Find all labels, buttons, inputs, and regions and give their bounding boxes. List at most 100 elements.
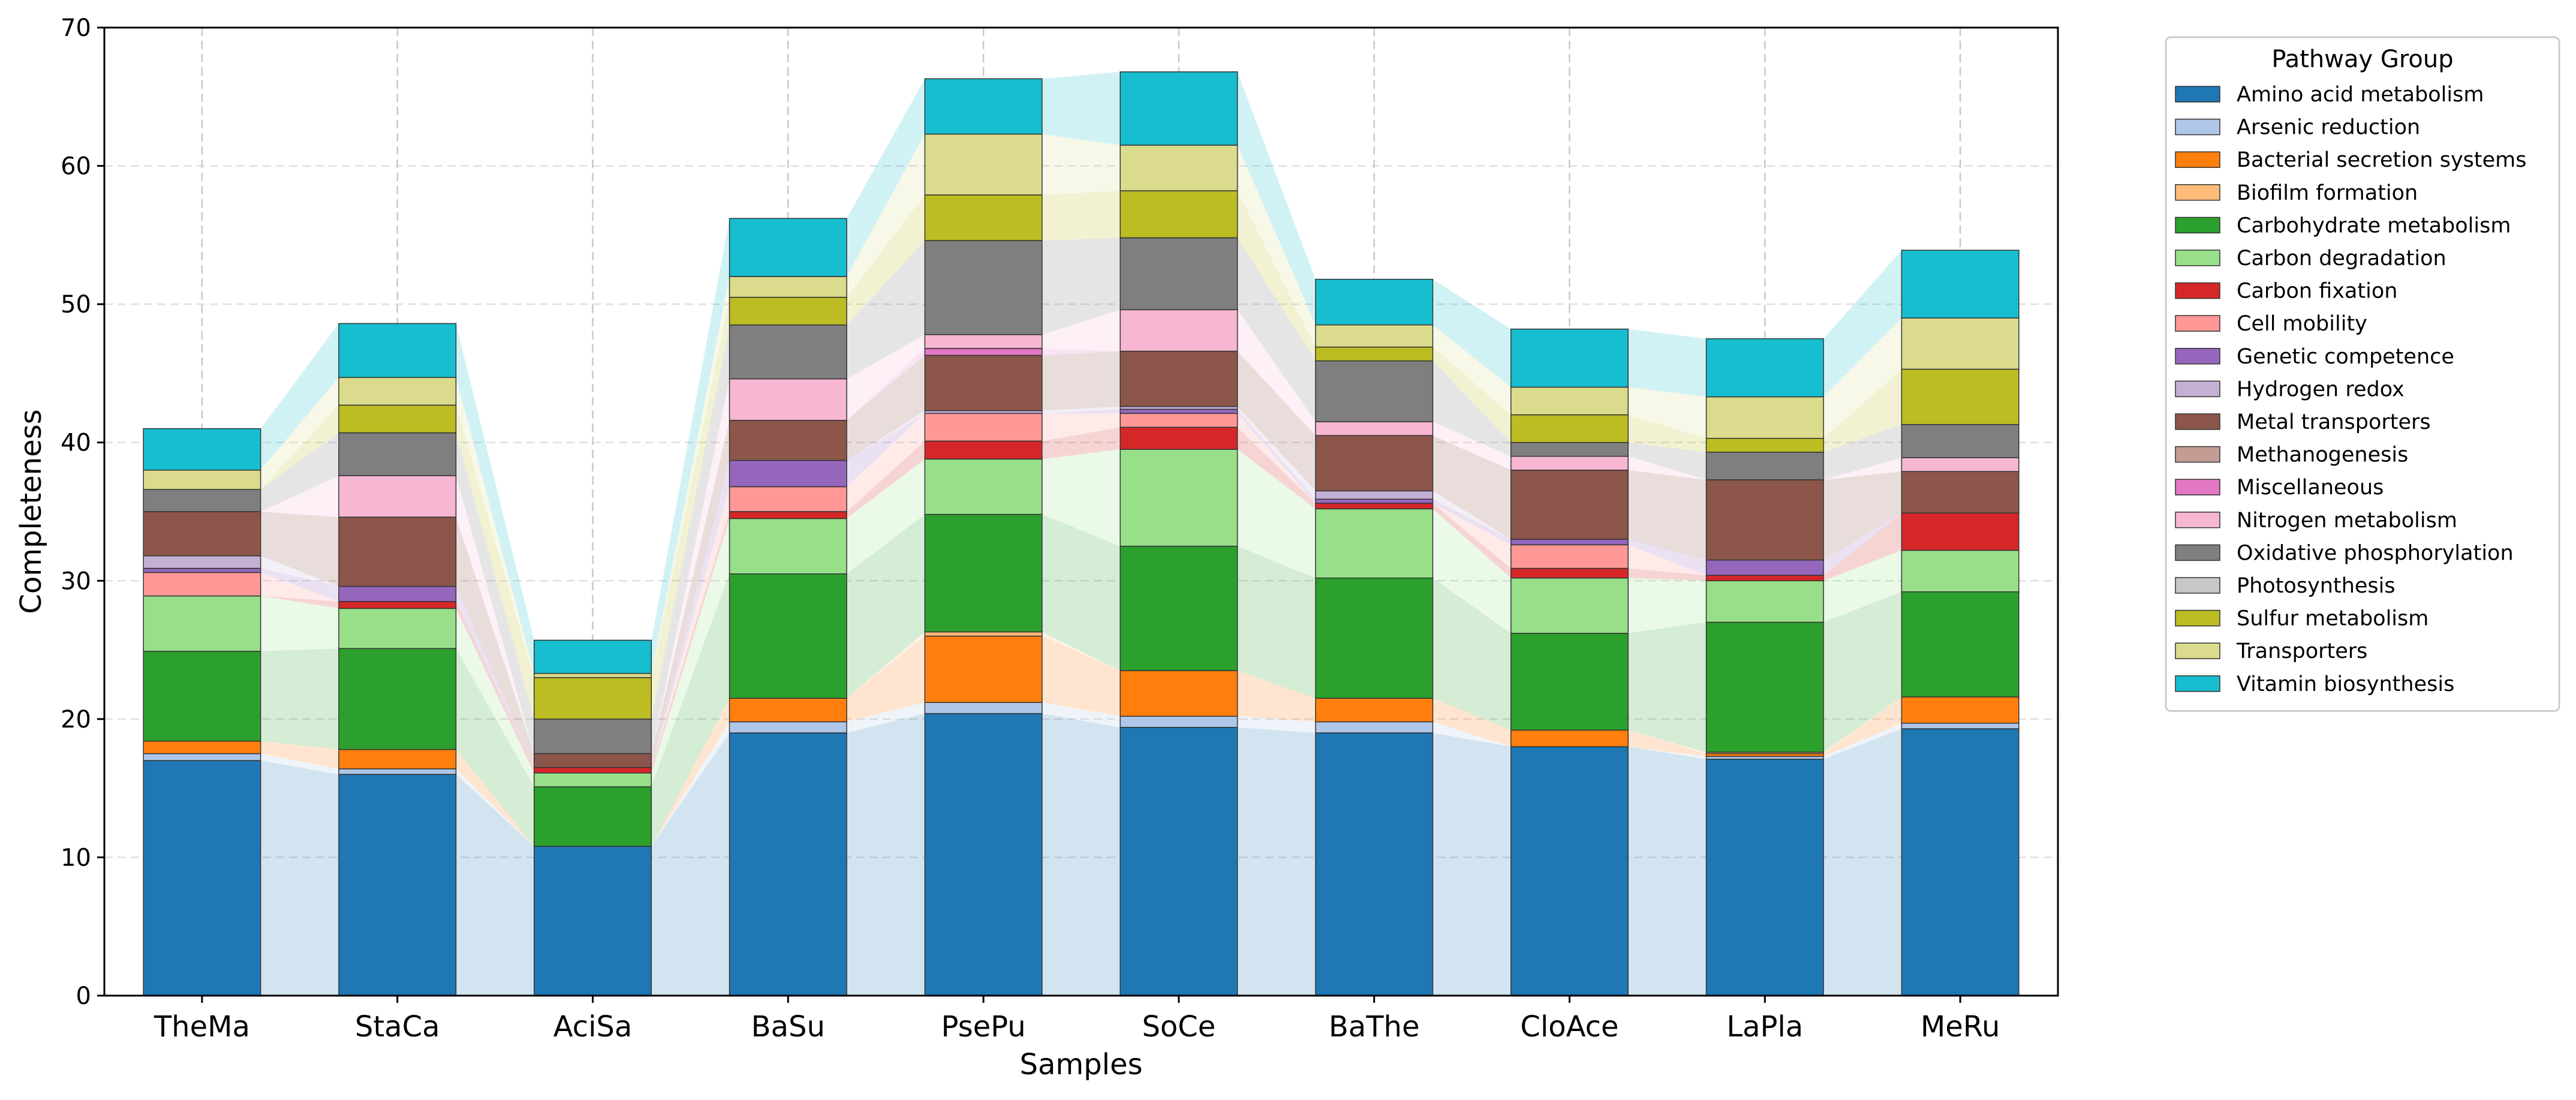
plot-area: 0 10 20 30 40 50 60 70 TheMa StaCa AciSa BaSu PsePu… bbox=[61, 14, 2059, 1044]
bar-segment bbox=[1510, 633, 1629, 731]
bar-segment bbox=[338, 404, 457, 434]
bar-segment bbox=[1315, 435, 1434, 492]
connector-band bbox=[1237, 546, 1316, 699]
connector-band bbox=[1628, 539, 1707, 576]
bar-segment bbox=[1510, 386, 1629, 416]
connector-band bbox=[1433, 360, 1511, 456]
bar-segment bbox=[143, 572, 261, 597]
connector-band bbox=[1237, 309, 1316, 436]
legend-label: Metal transporters bbox=[2237, 410, 2431, 434]
bar-segment bbox=[1315, 732, 1434, 996]
bar-segment bbox=[924, 702, 1043, 714]
connector-band bbox=[1433, 503, 1511, 578]
bar-segment bbox=[1901, 250, 2020, 318]
bar-segment bbox=[338, 475, 457, 518]
bar-segment bbox=[1510, 577, 1629, 634]
bar-segment bbox=[1510, 456, 1629, 471]
bar-segment bbox=[1901, 723, 2020, 729]
legend-swatch bbox=[2175, 86, 2220, 103]
connector-band bbox=[260, 512, 339, 587]
bar-segment bbox=[1510, 441, 1629, 457]
bar-segment bbox=[338, 608, 457, 650]
bar-segment bbox=[1315, 490, 1434, 500]
legend-label: Hydrogen redox bbox=[2237, 377, 2405, 401]
connector-band bbox=[1823, 471, 1902, 560]
bar-segment bbox=[1120, 670, 1238, 717]
legend-label: Carbon degradation bbox=[2237, 247, 2446, 271]
connector-band bbox=[1628, 578, 1707, 633]
bar-segment bbox=[534, 673, 652, 678]
bar-segment bbox=[1705, 580, 1824, 623]
bar-segment bbox=[338, 749, 457, 770]
connector-band bbox=[847, 632, 925, 699]
connector-band bbox=[1823, 696, 1902, 754]
bar-segment bbox=[338, 768, 457, 775]
connector-band bbox=[1042, 134, 1121, 195]
connector-band bbox=[260, 648, 339, 750]
connector-band bbox=[847, 355, 925, 461]
connector-band bbox=[1823, 728, 1902, 996]
connector-band bbox=[1433, 698, 1511, 747]
connector-band bbox=[1628, 456, 1707, 480]
connector-band bbox=[1628, 730, 1707, 754]
bar-segment bbox=[1315, 498, 1434, 504]
bar-segment bbox=[729, 276, 847, 298]
y-tick-label: 40 bbox=[61, 429, 91, 457]
bar-segment bbox=[143, 511, 261, 557]
connector-band bbox=[847, 441, 925, 519]
connector-band bbox=[1042, 406, 1121, 414]
connector-band bbox=[456, 476, 534, 754]
connector-band bbox=[651, 218, 730, 674]
connector-band bbox=[260, 555, 339, 587]
x-tick-label: SoCe bbox=[1142, 1010, 1215, 1044]
connector-band bbox=[1042, 238, 1121, 335]
legend-swatch bbox=[2175, 479, 2220, 495]
bar-segment bbox=[143, 740, 261, 755]
legend-label: Bacterial secretion systems bbox=[2237, 148, 2526, 172]
connector-band bbox=[456, 768, 534, 846]
bar-segment bbox=[1901, 471, 2020, 514]
bar-segment bbox=[1315, 698, 1434, 723]
connector-band bbox=[260, 405, 339, 490]
connector-band bbox=[847, 514, 925, 699]
connector-band bbox=[651, 486, 730, 768]
bar-segment bbox=[338, 585, 457, 602]
legend-label: Vitamin biosynthesis bbox=[2237, 672, 2454, 696]
x-tick-label: PsePu bbox=[941, 1010, 1026, 1044]
connector-band bbox=[1042, 427, 1121, 459]
x-tick-label: MeRu bbox=[1921, 1010, 2000, 1044]
x-tick-label: TheMa bbox=[154, 1010, 250, 1044]
connector-band bbox=[651, 573, 730, 846]
bar-segment bbox=[534, 846, 652, 996]
connector-band bbox=[1042, 191, 1121, 241]
legend-swatch bbox=[2175, 151, 2220, 168]
connector-band bbox=[1433, 491, 1511, 540]
connector-band bbox=[1628, 746, 1707, 996]
legend-label: Miscellaneous bbox=[2237, 476, 2384, 500]
connector-band bbox=[1042, 409, 1121, 414]
connector-band bbox=[847, 713, 925, 996]
legend-label: Carbon fixation bbox=[2237, 279, 2397, 303]
bar-segment bbox=[143, 555, 261, 569]
x-tick-label: LaPla bbox=[1726, 1010, 1803, 1044]
bar-segment bbox=[924, 631, 1043, 637]
bar-segment bbox=[729, 518, 847, 575]
bar-segment bbox=[924, 713, 1043, 996]
connector-band bbox=[847, 410, 925, 461]
legend-swatch bbox=[2175, 217, 2220, 234]
bar-segment bbox=[1120, 190, 1238, 239]
connector-band bbox=[1628, 730, 1707, 757]
legend-label: Oxidative phosphorylation bbox=[2237, 541, 2514, 565]
bar-segment bbox=[1705, 758, 1824, 996]
legend-label: Nitrogen metabolism bbox=[2237, 509, 2457, 533]
bar-segment bbox=[1510, 539, 1629, 546]
bar-segment bbox=[924, 440, 1043, 460]
connector-band bbox=[1433, 499, 1511, 545]
connector-band bbox=[651, 732, 730, 996]
legend-swatch bbox=[2175, 184, 2220, 201]
legend-label: Sulfur metabolism bbox=[2237, 607, 2428, 631]
bar-segment bbox=[1510, 328, 1629, 388]
y-tick-label: 70 bbox=[61, 14, 91, 42]
connector-band bbox=[1237, 145, 1316, 347]
connector-band bbox=[1237, 671, 1316, 722]
